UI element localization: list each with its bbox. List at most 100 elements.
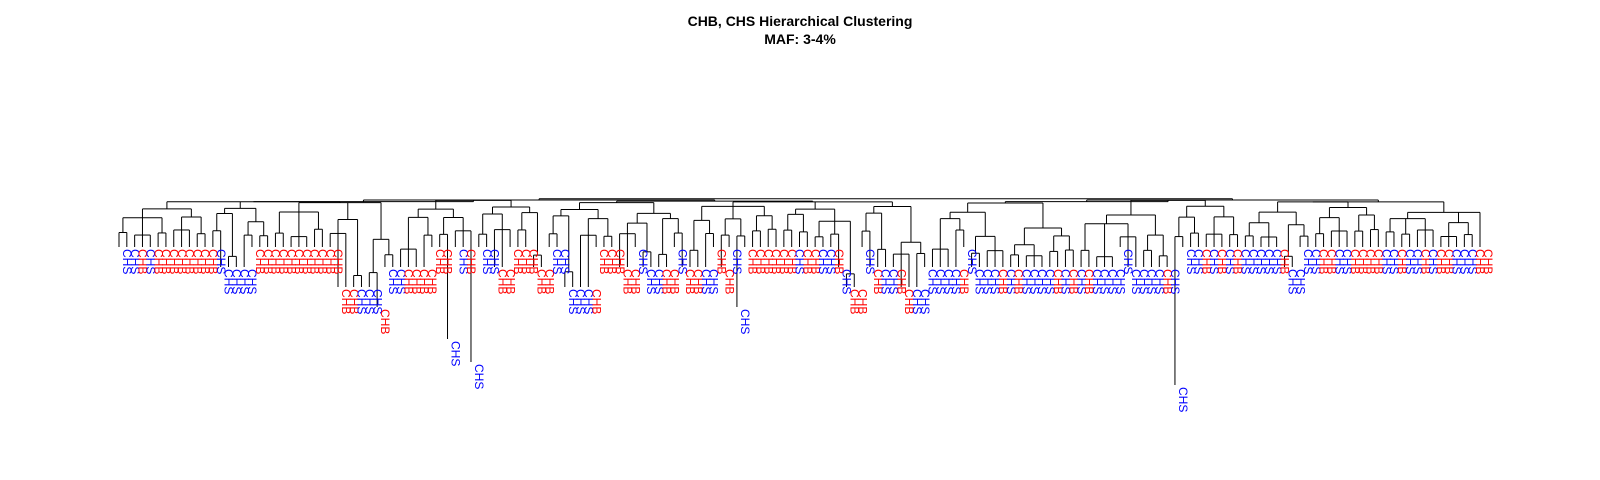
leaf-label-chb: CHB bbox=[417, 269, 431, 294]
leaf-label-chs: CHS bbox=[1411, 249, 1425, 274]
leaf-label-chb: CHB bbox=[1066, 269, 1080, 294]
leaf-label-chb: CHB bbox=[1231, 249, 1245, 274]
leaf-label-chb: CHB bbox=[284, 249, 298, 274]
leaf-label-chs: CHS bbox=[581, 289, 595, 314]
leaf-label-chb: CHB bbox=[253, 249, 267, 274]
leaf-label-chb: CHB bbox=[722, 269, 736, 294]
leaf-label-chs: CHS bbox=[456, 249, 470, 274]
leaf-label-chs: CHS bbox=[1387, 249, 1401, 274]
leaf-label-chb: CHB bbox=[1325, 249, 1339, 274]
leaf-label-chs: CHS bbox=[1246, 249, 1260, 274]
leaf-label-chs: CHS bbox=[973, 269, 987, 294]
leaf-label-chb: CHB bbox=[269, 249, 283, 274]
leaf-label-chb: CHB bbox=[308, 249, 322, 274]
leaf-label-chs: CHS bbox=[120, 249, 134, 274]
leaf-label-chs: CHS bbox=[1152, 269, 1166, 294]
leaf-label-chb: CHB bbox=[597, 249, 611, 274]
leaf-label-chb: CHB bbox=[316, 249, 330, 274]
leaf-label-chs: CHS bbox=[1106, 269, 1120, 294]
leaf-label-chs: CHS bbox=[472, 364, 486, 389]
leaf-label-chs: CHS bbox=[652, 269, 666, 294]
leaf-label-chb: CHB bbox=[754, 249, 768, 274]
leaf-label-chs: CHS bbox=[1020, 269, 1034, 294]
leaf-label-chs: CHS bbox=[128, 249, 142, 274]
leaf-label-chb: CHB bbox=[1434, 249, 1448, 274]
leaf-label-chs: CHS bbox=[1129, 269, 1143, 294]
leaf-label-chb: CHB bbox=[1371, 249, 1385, 274]
leaf-label-chs: CHS bbox=[887, 269, 901, 294]
leaf-label-chs: CHS bbox=[1465, 249, 1479, 274]
leaf-label-chb: CHB bbox=[660, 269, 674, 294]
leaf-label-chb: CHB bbox=[761, 249, 775, 274]
leaf-label-chs: CHS bbox=[550, 249, 564, 274]
leaf-label-chb: CHB bbox=[425, 269, 439, 294]
leaf-label-chb: CHB bbox=[1317, 249, 1331, 274]
leaf-label-chb: CHB bbox=[1215, 249, 1229, 274]
leaf-label-chb: CHB bbox=[527, 249, 541, 274]
leaf-label-chb: CHB bbox=[409, 269, 423, 294]
leaf-label-chb: CHB bbox=[801, 249, 815, 274]
leaf-label-chb: CHB bbox=[589, 289, 603, 314]
leaf-label-chb: CHB bbox=[347, 289, 361, 314]
leaf-label-chs: CHS bbox=[1207, 249, 1221, 274]
leaf-label-chs: CHS bbox=[214, 249, 228, 274]
leaf-label-chb: CHB bbox=[1364, 249, 1378, 274]
leaf-label-chs: CHS bbox=[1035, 269, 1049, 294]
leaf-label-chb: CHB bbox=[1348, 249, 1362, 274]
leaf-label-chb: CHB bbox=[339, 289, 353, 314]
leaf-label-chb: CHB bbox=[613, 249, 627, 274]
leaf-label-chb: CHB bbox=[621, 269, 635, 294]
leaf-label-chs: CHS bbox=[1059, 269, 1073, 294]
leaf-labels: CHSCHSCHBCHSCHBCHBCHBCHBCHBCHBCHBCHBCHSC… bbox=[120, 249, 1495, 412]
leaf-label-chs: CHS bbox=[699, 269, 713, 294]
leaf-label-chs: CHS bbox=[143, 249, 157, 274]
leaf-label-chb: CHB bbox=[276, 249, 290, 274]
leaf-label-chs: CHS bbox=[1285, 269, 1299, 294]
leaf-label-chs: CHS bbox=[1239, 249, 1253, 274]
leaf-label-chs: CHS bbox=[558, 249, 572, 274]
leaf-label-chb: CHB bbox=[495, 269, 509, 294]
leaf-label-chs: CHS bbox=[480, 249, 494, 274]
leaf-label-chb: CHB bbox=[1442, 249, 1456, 274]
leaf-label-chs: CHS bbox=[1403, 249, 1417, 274]
leaf-label-chb: CHB bbox=[159, 249, 173, 274]
leaf-label-chb: CHB bbox=[183, 249, 197, 274]
leaf-label-chs: CHS bbox=[988, 269, 1002, 294]
leaf-label-chb: CHB bbox=[855, 289, 869, 314]
leaf-label-chb: CHB bbox=[292, 249, 306, 274]
leaf-label-chb: CHB bbox=[542, 269, 556, 294]
leaf-label-chs: CHS bbox=[816, 249, 830, 274]
leaf-label-chs: CHS bbox=[1458, 249, 1472, 274]
leaf-label-chs: CHS bbox=[1309, 249, 1323, 274]
leaf-label-chs: CHS bbox=[1027, 269, 1041, 294]
leaf-label-chs: CHS bbox=[370, 289, 384, 314]
leaf-label-chb: CHB bbox=[1278, 249, 1292, 274]
leaf-label-chs: CHS bbox=[1301, 249, 1315, 274]
leaf-label-chs: CHS bbox=[1270, 249, 1284, 274]
leaf-label-chs: CHS bbox=[707, 269, 721, 294]
leaf-label-chb: CHB bbox=[535, 269, 549, 294]
leaf-label-chs: CHS bbox=[1254, 249, 1268, 274]
leaf-label-chb: CHB bbox=[1481, 249, 1495, 274]
chart-title: CHB, CHS Hierarchical Clustering bbox=[687, 13, 913, 29]
leaf-label-chs: CHS bbox=[362, 289, 376, 314]
leaf-label-chb: CHB bbox=[198, 249, 212, 274]
leaf-label-chs: CHS bbox=[1192, 249, 1206, 274]
leaf-label-chs: CHS bbox=[730, 249, 744, 274]
leaf-label-chb: CHB bbox=[1160, 269, 1174, 294]
leaf-label-chb: CHB bbox=[300, 249, 314, 274]
leaf-label-chs: CHS bbox=[488, 249, 502, 274]
leaf-label-chb: CHB bbox=[323, 249, 337, 274]
leaf-label-chb: CHB bbox=[519, 249, 533, 274]
leaf-label-chb: CHB bbox=[894, 269, 908, 294]
leaf-label-chs: CHS bbox=[918, 289, 932, 314]
leaf-label-chs: CHS bbox=[933, 269, 947, 294]
leaf-label-chs: CHS bbox=[738, 309, 752, 334]
leaf-label-chs: CHS bbox=[237, 269, 251, 294]
leaf-label-chs: CHS bbox=[840, 269, 854, 294]
leaf-label-chs: CHS bbox=[1379, 249, 1393, 274]
leaf-label-chs: CHS bbox=[824, 249, 838, 274]
leaf-label-chs: CHS bbox=[245, 269, 259, 294]
leaf-label-chb: CHB bbox=[464, 249, 478, 274]
